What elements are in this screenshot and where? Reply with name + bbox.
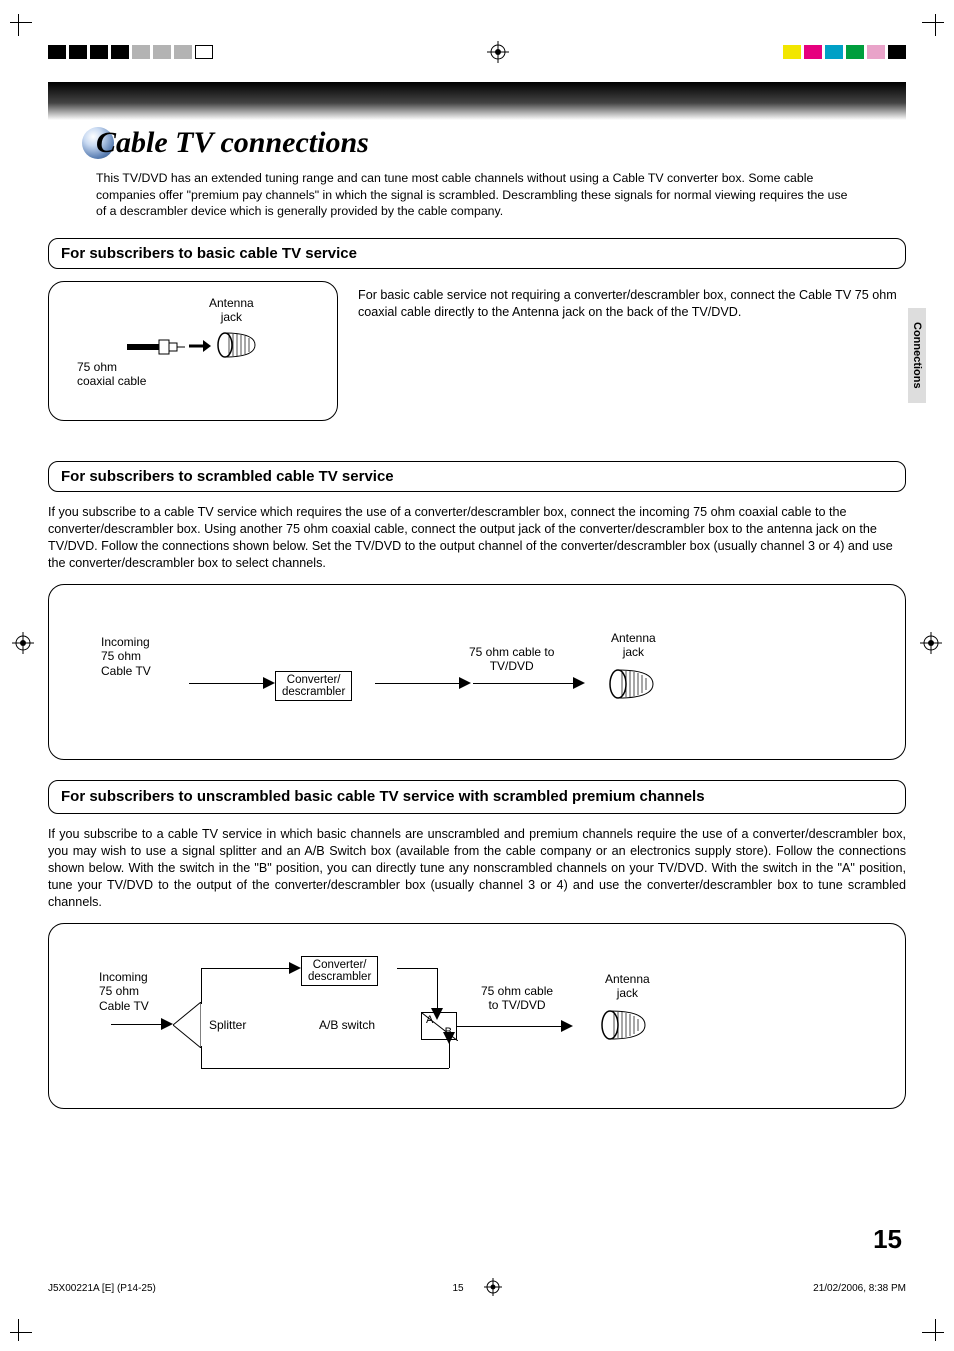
arrow-icon: [161, 1018, 173, 1030]
section-heading-basic: For subscribers to basic cable TV servic…: [48, 238, 906, 269]
converter-box-label: Converter/descrambler: [275, 671, 352, 701]
splitter-label: Splitter: [209, 1018, 246, 1032]
arrow-icon: [263, 677, 275, 689]
antenna-jack-icon: [601, 1008, 647, 1042]
ab-switch-label: A/B switch: [319, 1018, 375, 1032]
converter-box-label: Converter/descrambler: [301, 956, 378, 986]
header-gradient: [48, 82, 906, 120]
registration-mark-icon: [12, 632, 34, 659]
splitter-icon: [173, 1002, 201, 1051]
arrow-icon: [573, 677, 585, 689]
section-heading-mixed: For subscribers to unscrambled basic cab…: [48, 780, 906, 814]
page-title-row: Cable TV connections: [82, 126, 906, 160]
mid-cable-label: 75 ohm cable toTV/DVD: [469, 645, 554, 674]
footer-left: J5X00221A [E] (P14-25): [48, 1283, 334, 1294]
diagram-basic: Antennajack 75 ohmcoaxial cable: [48, 281, 338, 421]
basic-row: Antennajack 75 ohmcoaxial cable: [48, 281, 906, 441]
ab-a-label: A: [426, 1014, 433, 1026]
antenna-jack-icon: [217, 330, 257, 360]
arrow-icon: [189, 338, 211, 354]
scrambled-body: If you subscribe to a cable TV service w…: [48, 504, 906, 572]
arrow-icon: [561, 1020, 573, 1032]
page-title: Cable TV connections: [96, 126, 369, 160]
arrow-icon: [289, 962, 301, 974]
section-heading-scrambled: For subscribers to scrambled cable TV se…: [48, 461, 906, 492]
registration-bar: [48, 30, 906, 74]
print-footer: J5X00221A [E] (P14-25) 15 21/02/2006, 8:…: [48, 1278, 906, 1299]
antenna-jack-label: Antennajack: [611, 631, 656, 660]
grayscale-swatches: [48, 45, 213, 59]
antenna-jack-label: Antennajack: [605, 972, 650, 1001]
manual-page: Connections Cable TV connections This TV…: [0, 0, 954, 1351]
coax-cable-label: 75 ohmcoaxial cable: [77, 360, 146, 389]
color-swatches: [783, 45, 906, 59]
diagram-mixed: Incoming75 ohmCable TV Splitter Converte…: [48, 923, 906, 1109]
ab-b-label: B: [445, 1026, 452, 1038]
basic-side-text: For basic cable service not requiring a …: [358, 281, 906, 321]
incoming-cable-label: Incoming75 ohmCable TV: [101, 635, 151, 678]
incoming-cable-label: Incoming75 ohmCable TV: [99, 970, 149, 1013]
diagram-scrambled: Incoming75 ohmCable TV Converter/descram…: [48, 584, 906, 760]
coax-connector-icon: [127, 338, 187, 356]
section-tab: Connections: [908, 308, 926, 403]
footer-right: 21/02/2006, 8:38 PM: [620, 1283, 906, 1294]
arrow-icon: [459, 677, 471, 689]
antenna-jack-icon: [609, 667, 655, 701]
content: For subscribers to basic cable TV servic…: [48, 238, 906, 1109]
registration-mark-icon: [920, 632, 942, 659]
registration-mark-icon: [484, 1278, 502, 1299]
intro-paragraph: This TV/DVD has an extended tuning range…: [96, 170, 858, 220]
ab-switch-icon: A B: [421, 1012, 457, 1040]
page-number: 15: [873, 1224, 902, 1255]
mid-cable-label: 75 ohm cableto TV/DVD: [481, 984, 553, 1013]
registration-mark-icon: [487, 41, 509, 63]
mixed-body: If you subscribe to a cable TV service i…: [48, 826, 906, 911]
antenna-jack-label: Antennajack: [209, 296, 254, 325]
footer-center: 15: [452, 1283, 463, 1294]
